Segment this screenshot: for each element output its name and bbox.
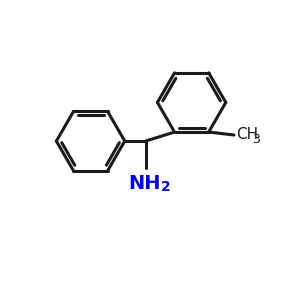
Text: CH: CH bbox=[236, 127, 258, 142]
Text: 2: 2 bbox=[160, 180, 170, 194]
Text: NH: NH bbox=[128, 174, 160, 194]
Text: 3: 3 bbox=[252, 133, 260, 146]
